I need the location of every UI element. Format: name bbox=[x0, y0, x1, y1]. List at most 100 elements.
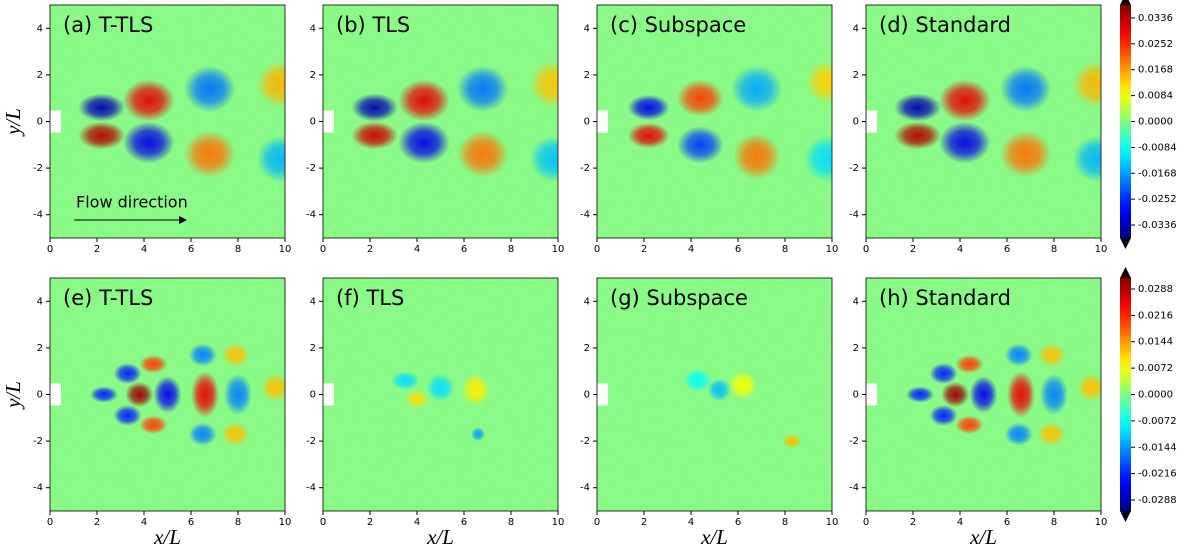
blob bbox=[728, 371, 757, 400]
colorbar-tick-label: 0.0336 bbox=[1138, 13, 1173, 24]
colorbar bbox=[1120, 5, 1131, 238]
colorbar-tick-label: 0.0000 bbox=[1138, 117, 1173, 128]
y-tick-label: -2 bbox=[306, 163, 316, 174]
blob bbox=[941, 381, 970, 408]
x-tick-label: 4 bbox=[414, 517, 420, 528]
blob bbox=[188, 422, 217, 446]
x-tick-label: 8 bbox=[782, 244, 788, 255]
colorbar-extend bbox=[1120, 511, 1131, 522]
y-tick-label: -4 bbox=[849, 483, 859, 494]
colorbar-tick-label: 0.0168 bbox=[1138, 65, 1173, 76]
blob bbox=[471, 427, 486, 442]
blob bbox=[221, 422, 250, 446]
x-tick-label: 10 bbox=[552, 517, 565, 528]
y-tick-label: -2 bbox=[33, 436, 43, 447]
colorbar-extend bbox=[1120, 238, 1131, 249]
blob bbox=[391, 371, 420, 390]
blob bbox=[122, 121, 175, 164]
panel-title: (h) Standard bbox=[879, 286, 1011, 310]
blob bbox=[894, 93, 942, 122]
blob bbox=[733, 133, 781, 180]
blob bbox=[139, 354, 168, 374]
y-tick-label: 0 bbox=[310, 390, 316, 401]
obstacle bbox=[323, 383, 334, 406]
noise bbox=[866, 5, 1101, 238]
y-tick-label: -2 bbox=[849, 436, 859, 447]
x-tick-label: 8 bbox=[508, 244, 514, 255]
obstacle bbox=[866, 383, 877, 406]
blob bbox=[351, 93, 399, 122]
blob bbox=[938, 79, 991, 122]
blob bbox=[730, 65, 783, 113]
noise bbox=[323, 5, 558, 238]
x-axis-label: x/L bbox=[969, 525, 997, 549]
y-tick-label: 2 bbox=[584, 70, 590, 81]
colorbar-tick-label: 0.0072 bbox=[1138, 363, 1173, 374]
blob bbox=[676, 79, 724, 117]
noise bbox=[597, 5, 832, 238]
blob bbox=[351, 121, 399, 150]
blob bbox=[999, 65, 1052, 113]
y-tick-label: -2 bbox=[580, 436, 590, 447]
blob bbox=[627, 94, 670, 121]
y-tick-label: -2 bbox=[306, 436, 316, 447]
heatmap bbox=[50, 278, 285, 511]
y-tick-label: 4 bbox=[584, 296, 590, 307]
y-tick-label: 2 bbox=[37, 70, 43, 81]
panel-title: (a) T-TLS bbox=[63, 13, 153, 37]
blob bbox=[683, 368, 713, 393]
obstacle bbox=[597, 383, 608, 406]
blob bbox=[261, 373, 285, 402]
y-tick-label: 0 bbox=[37, 390, 43, 401]
blob bbox=[456, 130, 509, 178]
y-tick-label: 0 bbox=[853, 390, 859, 401]
panel-title: (f) TLS bbox=[336, 286, 404, 310]
blob bbox=[955, 415, 984, 435]
x-tick-label: 4 bbox=[688, 244, 694, 255]
x-tick-label: 4 bbox=[141, 244, 147, 255]
x-axis-label: x/L bbox=[153, 525, 181, 549]
blob bbox=[191, 371, 220, 418]
x-tick-label: 2 bbox=[910, 517, 916, 528]
blob bbox=[1072, 60, 1101, 108]
colorbar bbox=[1120, 278, 1131, 511]
panel-title: (e) T-TLS bbox=[63, 286, 153, 310]
x-tick-label: 6 bbox=[188, 517, 194, 528]
x-tick-label: 8 bbox=[235, 244, 241, 255]
x-tick-label: 2 bbox=[367, 244, 373, 255]
heatmap bbox=[866, 5, 1101, 238]
blob bbox=[78, 93, 126, 122]
x-tick-label: 0 bbox=[47, 244, 53, 255]
blob bbox=[125, 381, 154, 408]
x-tick-label: 4 bbox=[141, 517, 147, 528]
blob bbox=[188, 343, 217, 367]
blob bbox=[1077, 373, 1101, 402]
blob bbox=[1037, 343, 1066, 367]
colorbar-tick-label: 0.0144 bbox=[1138, 337, 1173, 348]
x-tick-label: 10 bbox=[279, 517, 292, 528]
colorbar-tick-label: 0.0288 bbox=[1138, 284, 1173, 295]
x-tick-label: 6 bbox=[1004, 517, 1010, 528]
x-axis-label: x/L bbox=[426, 525, 454, 549]
y-tick-label: 2 bbox=[853, 70, 859, 81]
x-tick-label: 4 bbox=[957, 244, 963, 255]
blob bbox=[113, 404, 142, 426]
blob bbox=[1004, 422, 1033, 446]
blob bbox=[456, 65, 509, 113]
y-tick-label: 4 bbox=[310, 296, 316, 307]
blob bbox=[929, 404, 958, 426]
colorbar-extend bbox=[1120, 267, 1131, 278]
heatmap bbox=[323, 5, 558, 238]
y-axis-label: y/L bbox=[1, 108, 25, 137]
x-tick-label: 10 bbox=[1095, 244, 1108, 255]
y-tick-label: -4 bbox=[306, 210, 316, 221]
blob bbox=[256, 135, 285, 183]
colorbar-tick-label: -0.0336 bbox=[1138, 220, 1177, 231]
x-tick-label: 10 bbox=[552, 244, 565, 255]
x-tick-label: 0 bbox=[320, 244, 326, 255]
y-tick-label: -2 bbox=[849, 163, 859, 174]
x-tick-label: 10 bbox=[826, 517, 839, 528]
blob bbox=[1004, 343, 1033, 367]
blob bbox=[676, 126, 724, 164]
x-tick-label: 0 bbox=[47, 517, 53, 528]
